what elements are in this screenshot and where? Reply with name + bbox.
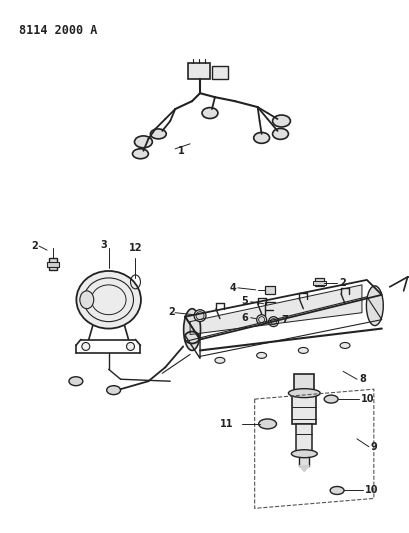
Ellipse shape	[258, 419, 276, 429]
Bar	[315, 278, 324, 286]
Ellipse shape	[80, 291, 94, 309]
Ellipse shape	[272, 128, 288, 139]
Bar	[292, 394, 315, 424]
Bar	[312, 281, 326, 285]
Ellipse shape	[132, 149, 148, 159]
Ellipse shape	[253, 132, 269, 143]
Ellipse shape	[150, 129, 166, 139]
Circle shape	[193, 310, 205, 321]
Text: 8114 2000 A: 8114 2000 A	[19, 23, 97, 37]
Text: 2: 2	[338, 278, 345, 288]
Ellipse shape	[366, 286, 382, 326]
Text: 6: 6	[241, 313, 248, 322]
Ellipse shape	[291, 450, 317, 458]
Bar	[294, 374, 313, 394]
Bar	[296, 424, 312, 454]
Bar	[299, 454, 308, 466]
Ellipse shape	[69, 377, 83, 386]
Ellipse shape	[272, 115, 290, 127]
Text: 11: 11	[219, 419, 233, 429]
Ellipse shape	[288, 389, 319, 398]
Polygon shape	[299, 466, 308, 472]
Text: 7: 7	[281, 314, 288, 325]
Ellipse shape	[298, 348, 308, 353]
Text: 2: 2	[168, 306, 175, 317]
Ellipse shape	[76, 271, 141, 328]
Text: 10: 10	[364, 486, 378, 496]
Text: 12: 12	[128, 243, 142, 253]
Ellipse shape	[339, 343, 349, 349]
Text: 3: 3	[101, 240, 107, 250]
Circle shape	[126, 343, 134, 350]
Ellipse shape	[183, 309, 200, 350]
Ellipse shape	[324, 395, 337, 403]
Circle shape	[268, 317, 278, 327]
Text: 9: 9	[370, 442, 377, 452]
Ellipse shape	[214, 358, 224, 364]
Text: 1: 1	[178, 146, 184, 156]
Ellipse shape	[256, 352, 266, 358]
Text: 10: 10	[360, 394, 373, 404]
Ellipse shape	[202, 108, 217, 118]
Text: 5: 5	[241, 296, 248, 306]
Text: 2: 2	[31, 241, 38, 251]
Ellipse shape	[134, 136, 152, 148]
Bar	[211, 67, 227, 79]
Bar	[264, 286, 274, 294]
Bar	[47, 262, 59, 267]
Ellipse shape	[329, 487, 343, 495]
Polygon shape	[190, 285, 361, 335]
Circle shape	[256, 314, 266, 325]
Ellipse shape	[106, 386, 120, 394]
Bar	[188, 63, 209, 79]
Bar	[49, 258, 57, 270]
Text: 4: 4	[229, 283, 236, 293]
Text: 8: 8	[358, 374, 365, 384]
Circle shape	[82, 343, 90, 350]
